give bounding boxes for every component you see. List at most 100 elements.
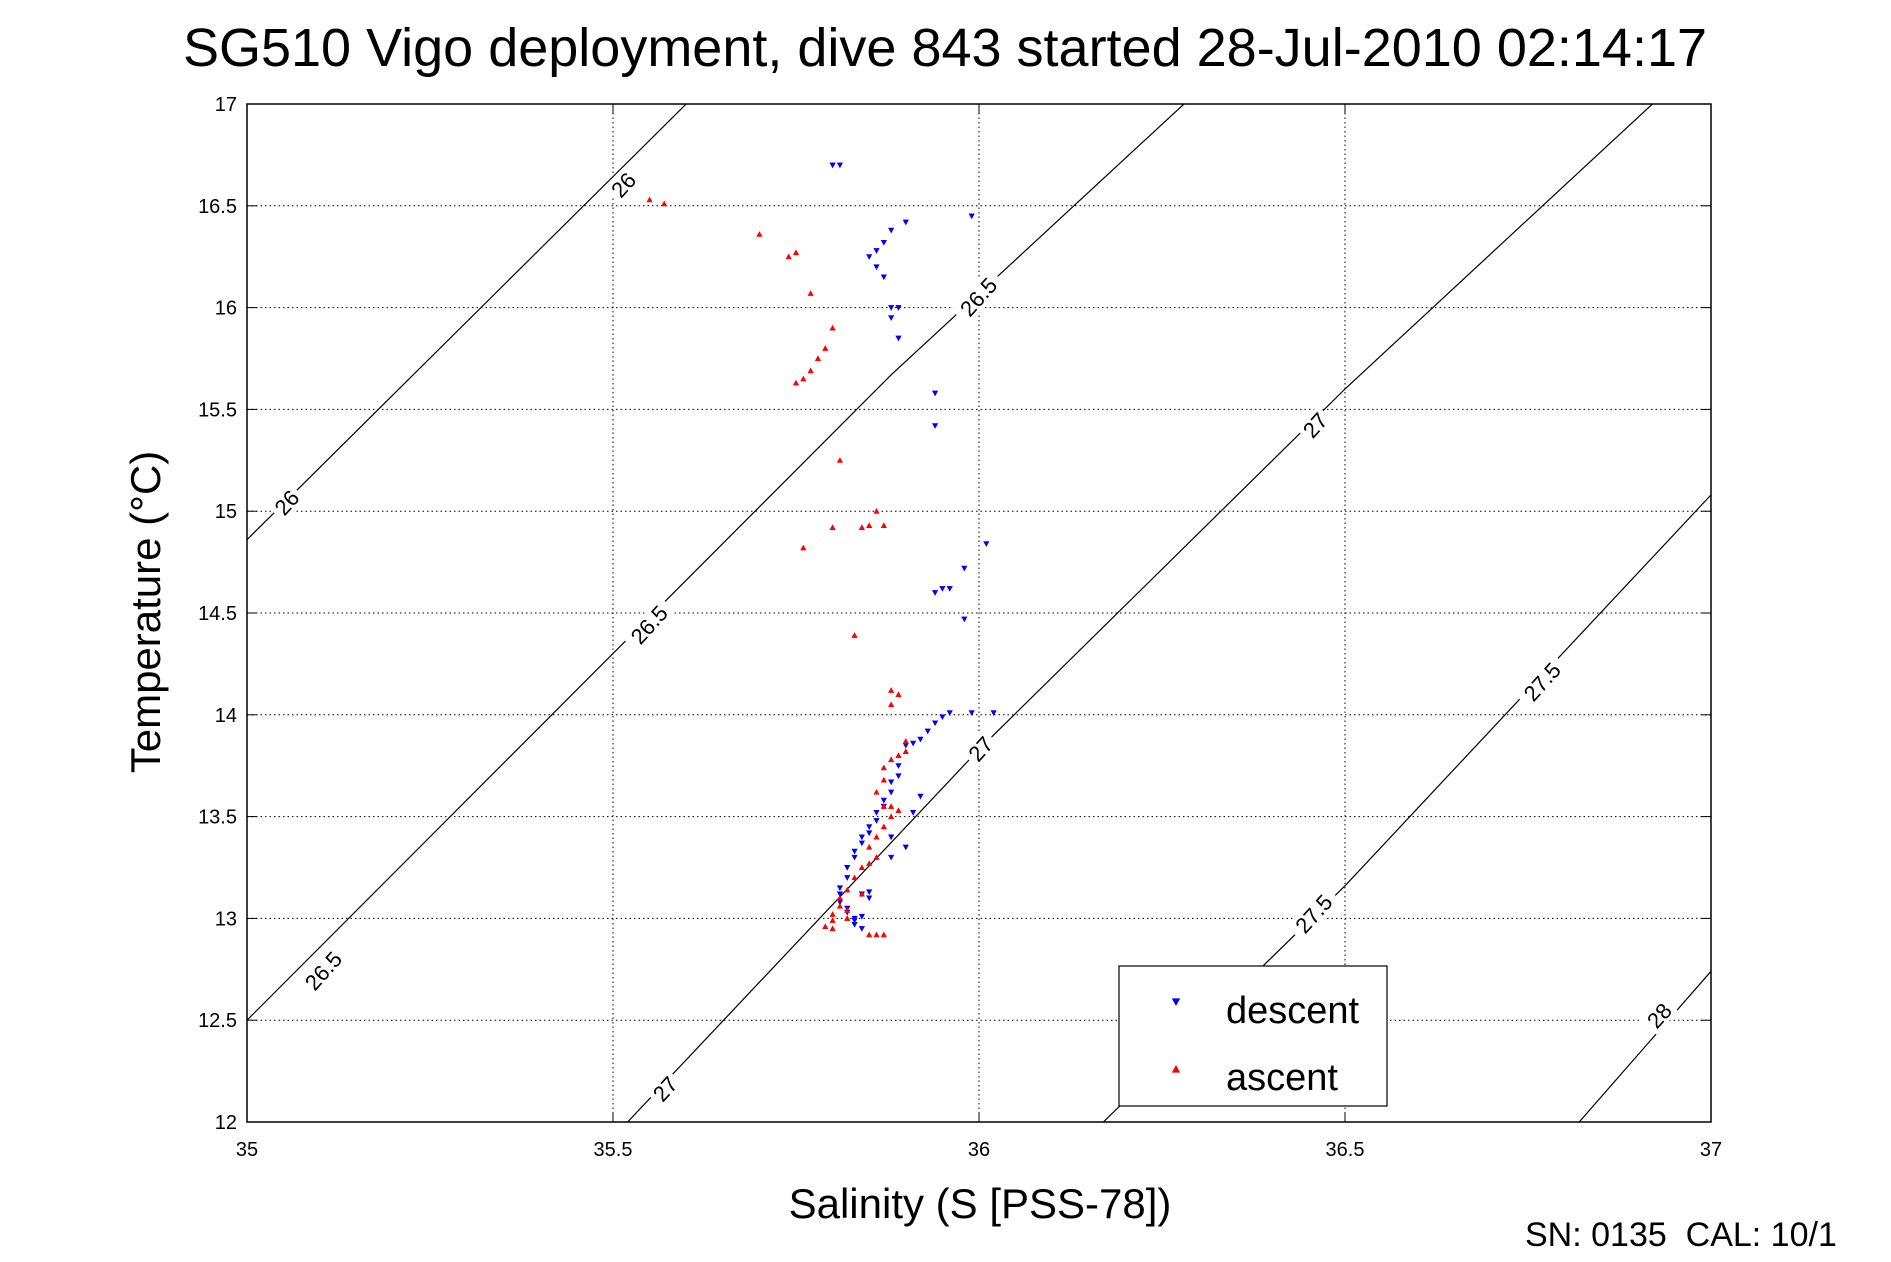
descent-point [858, 926, 865, 932]
x-tick-label: 36.5 [1326, 1139, 1365, 1161]
descent-point [902, 742, 909, 749]
descent-point [858, 840, 865, 847]
descent-point [895, 335, 902, 342]
isopycnal-label-background [951, 268, 1006, 325]
ascent-point [844, 907, 851, 913]
ascent-point [829, 911, 836, 917]
isopycnal-label-background [267, 483, 306, 522]
descent-point [917, 736, 924, 743]
ascent-point [873, 507, 880, 514]
y-tick-label: 15.5 [198, 399, 237, 421]
legend-descent-label: descent [1226, 990, 1360, 1032]
isopycnal-contours [247, 104, 1711, 1122]
descent-point [851, 854, 858, 861]
ascent-point [888, 813, 895, 820]
ascent-point [836, 894, 844, 901]
ascent-point [836, 457, 844, 463]
ascent-point [873, 931, 880, 938]
isopycnal-label: 27.5 [1514, 653, 1569, 710]
descent-point [990, 710, 997, 716]
isopycnal-label-text: 26 [606, 168, 641, 203]
ascent-point [858, 890, 865, 897]
ascent-point [866, 843, 873, 850]
ascent-point [829, 324, 836, 331]
descent-point [844, 865, 851, 871]
descent-point [910, 810, 917, 816]
ascent-point [844, 886, 851, 893]
descent-point [858, 834, 865, 841]
ascent-point [880, 776, 887, 783]
descent-point [895, 305, 902, 311]
ascent-point [866, 931, 873, 938]
isopycnal-label-text: 27 [648, 1072, 683, 1107]
isopycnal-label-background [604, 165, 643, 204]
descent-point [844, 875, 851, 881]
isopycnal-label-background [296, 942, 351, 999]
isopycnal-label: 26.5 [296, 942, 351, 999]
y-axis-label: Temperature (°C) [122, 451, 169, 774]
descent-point [880, 239, 887, 246]
ascent-point [756, 231, 763, 237]
descent-point [873, 248, 880, 254]
ascent-point [792, 249, 800, 256]
y-tick-label: 17 [215, 94, 237, 116]
grid [246, 103, 1712, 1123]
ascent-point [880, 823, 887, 830]
descent-point [888, 789, 895, 796]
ascent-point [822, 923, 829, 930]
isopycnal-label-background [1514, 653, 1569, 710]
isopycnal-label: 27 [1296, 405, 1334, 445]
ascent-point [646, 196, 653, 203]
isopycnal-label-text: 26 [269, 485, 304, 520]
isopycnal-line-26 [247, 104, 687, 541]
descent-point [888, 779, 895, 786]
ascent-point [807, 367, 814, 374]
descent-point [880, 274, 887, 281]
descent-point [888, 834, 895, 841]
ascent-point [851, 874, 858, 881]
y-tick-label: 15 [215, 501, 237, 523]
descent-point [931, 720, 939, 727]
ascent-point [792, 379, 800, 386]
ascent-point [807, 290, 814, 296]
isopycnal-labels: 26 26 26.5 26.5 26.5 27 27 27 27.5 27.5 28 [267, 165, 1678, 1108]
chart-title: SG510 Vigo deployment, dive 843 started … [183, 18, 1707, 78]
ascent-point [866, 860, 873, 866]
ascent-point [880, 931, 887, 938]
descent-point [888, 854, 895, 861]
ascent-point [661, 200, 668, 207]
x-tick-label: 36 [968, 1139, 990, 1161]
descent-point [829, 162, 836, 169]
ascent-point [866, 522, 873, 528]
y-tick-label: 16 [215, 298, 237, 320]
isopycnal-label-background [1640, 996, 1678, 1035]
legend-ascent-marker [1171, 1064, 1181, 1073]
descent-point [895, 773, 902, 780]
descent-point [873, 818, 880, 824]
isopycnal-label: 28 [1640, 996, 1678, 1035]
isopycnal-label: 27 [646, 1069, 684, 1108]
descent-point [946, 586, 953, 592]
descent-point [858, 913, 865, 920]
ascent-point [836, 902, 844, 909]
descent-point [917, 793, 924, 800]
ascent-point [888, 803, 895, 809]
descent-point [851, 917, 858, 924]
descent-point [866, 830, 873, 837]
y-tick-label: 14 [215, 705, 237, 727]
y-tick-label: 13.5 [198, 807, 237, 829]
data-points [646, 162, 997, 938]
legend-descent-marker [1171, 998, 1181, 1007]
descent-point [961, 616, 968, 623]
isopycnal-label-background [1286, 885, 1341, 942]
ascent-point [858, 864, 865, 870]
isopycnal-label: 26 [267, 483, 306, 522]
descent-point [946, 710, 953, 716]
ascent-point [902, 738, 909, 744]
y-tick-label: 12.5 [198, 1010, 237, 1032]
descent-point [851, 848, 858, 855]
y-tick-label: 13 [215, 908, 237, 930]
y-tick-label: 14.5 [198, 603, 237, 625]
isopycnal-label-background [1296, 405, 1334, 445]
